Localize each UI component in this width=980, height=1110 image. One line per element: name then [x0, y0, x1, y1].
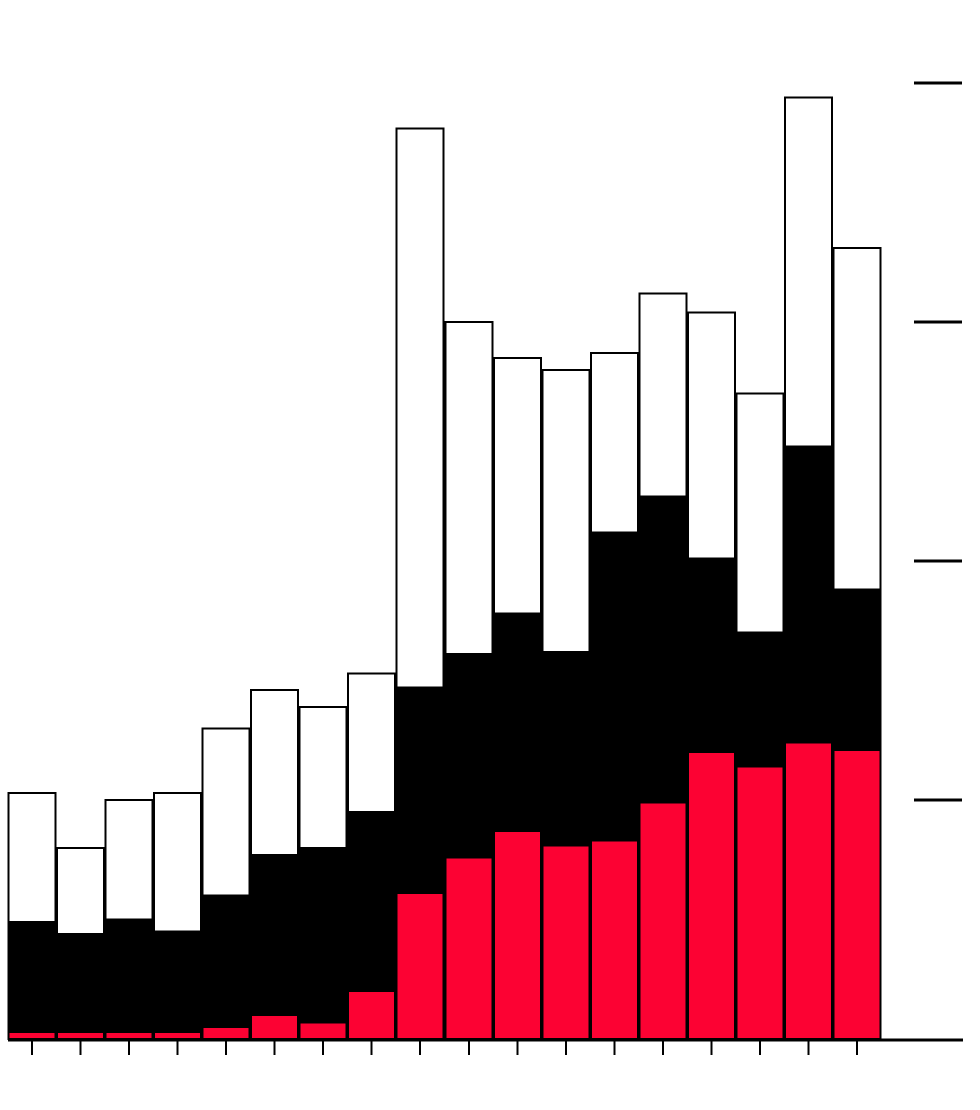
- bar-12-white-segment: [541, 368, 591, 653]
- bar-1-white-segment: [7, 791, 57, 923]
- bar-8-black-segment: [347, 810, 397, 993]
- bar-12-red-segment: [541, 844, 591, 1040]
- bar-9-white-segment: [395, 127, 445, 689]
- bar-16-red-segment: [735, 765, 785, 1040]
- bar-14-white-segment: [638, 292, 688, 498]
- bar-17-white-segment: [783, 96, 833, 448]
- bar-14-black-segment: [638, 495, 688, 804]
- bar-4-black-segment: [153, 930, 203, 1033]
- bar-9-black-segment: [395, 686, 445, 895]
- bar-13-white-segment: [589, 352, 639, 534]
- bar-11-red-segment: [492, 830, 542, 1040]
- bar-3-black-segment: [104, 918, 154, 1033]
- bar-10-red-segment: [444, 856, 494, 1040]
- bar-10-white-segment: [444, 321, 494, 656]
- bar-12-black-segment: [541, 650, 591, 847]
- bar-15-red-segment: [686, 751, 736, 1040]
- bar-18-black-segment: [832, 588, 882, 751]
- bar-5-white-segment: [201, 727, 251, 897]
- bar-6-white-segment: [250, 689, 300, 856]
- bar-7-red-segment: [298, 1021, 348, 1041]
- bar-8-white-segment: [347, 672, 397, 813]
- bar-10-black-segment: [444, 653, 494, 859]
- bar-4-red-segment: [153, 1030, 203, 1040]
- bar-3-white-segment: [104, 799, 154, 921]
- bar-7-black-segment: [298, 846, 348, 1024]
- bar-9-red-segment: [395, 892, 445, 1041]
- bar-14-red-segment: [638, 801, 688, 1041]
- bar-13-black-segment: [589, 531, 639, 842]
- bar-13-red-segment: [589, 839, 639, 1040]
- bar-18-white-segment: [832, 246, 882, 591]
- bar-15-black-segment: [686, 557, 736, 754]
- bar-2-red-segment: [56, 1030, 106, 1040]
- bar-1-black-segment: [7, 920, 57, 1033]
- bar-7-white-segment: [298, 705, 348, 849]
- bar-3-red-segment: [104, 1030, 154, 1040]
- bar-4-white-segment: [153, 791, 203, 933]
- bar-16-white-segment: [735, 392, 785, 634]
- bar-18-red-segment: [832, 748, 882, 1040]
- bar-11-black-segment: [492, 612, 542, 833]
- bar-5-red-segment: [201, 1026, 251, 1041]
- bar-6-red-segment: [250, 1014, 300, 1040]
- bar-16-black-segment: [735, 631, 785, 768]
- bar-2-white-segment: [56, 846, 106, 935]
- bar-8-red-segment: [347, 990, 397, 1041]
- bar-11-white-segment: [492, 356, 542, 615]
- bar-2-black-segment: [56, 932, 106, 1033]
- bar-17-black-segment: [783, 445, 833, 744]
- bar-5-black-segment: [201, 894, 251, 1029]
- bar-17-red-segment: [783, 741, 833, 1040]
- bar-1-red-segment: [7, 1030, 57, 1040]
- bar-6-black-segment: [250, 853, 300, 1017]
- bar-15-white-segment: [686, 311, 736, 560]
